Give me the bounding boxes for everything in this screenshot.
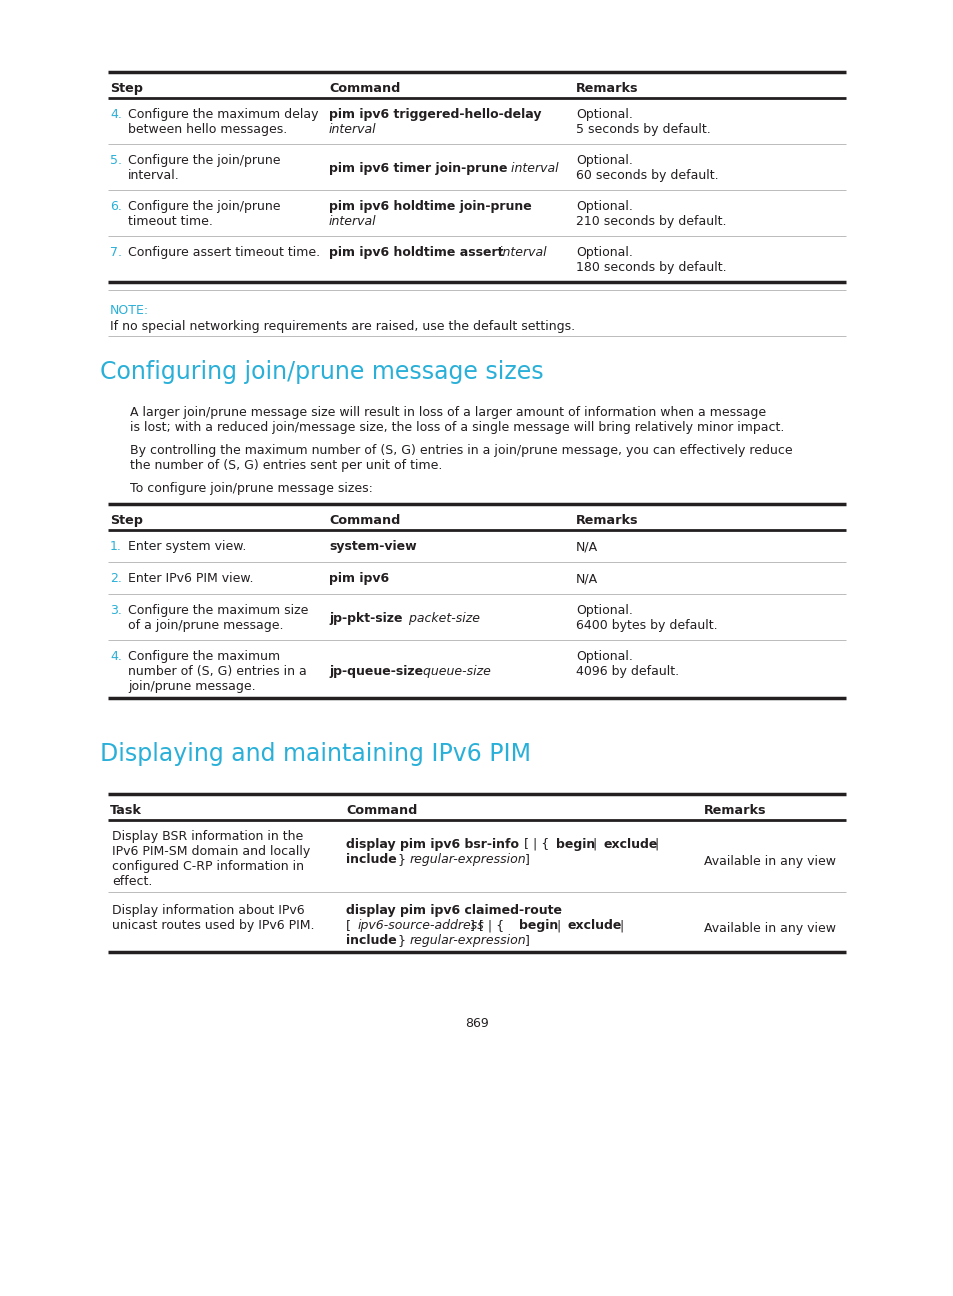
Text: 7.: 7. bbox=[110, 246, 122, 259]
Text: Remarks: Remarks bbox=[576, 82, 638, 95]
Text: Display information about IPv6: Display information about IPv6 bbox=[112, 905, 304, 918]
Text: begin: begin bbox=[556, 839, 595, 851]
Text: Optional.: Optional. bbox=[576, 246, 632, 259]
Text: jp-queue-size: jp-queue-size bbox=[329, 665, 423, 678]
Text: exclude: exclude bbox=[567, 919, 621, 932]
Text: is lost; with a reduced join/message size, the loss of a single message will bri: is lost; with a reduced join/message siz… bbox=[130, 421, 783, 434]
Text: the number of (S, G) entries sent per unit of time.: the number of (S, G) entries sent per un… bbox=[130, 459, 442, 472]
Text: Task: Task bbox=[110, 804, 142, 816]
Text: pim ipv6 holdtime assert: pim ipv6 holdtime assert bbox=[329, 246, 503, 259]
Text: pim ipv6: pim ipv6 bbox=[329, 572, 389, 584]
Text: NOTE:: NOTE: bbox=[110, 305, 149, 318]
Text: include: include bbox=[346, 853, 396, 866]
Text: system-view: system-view bbox=[329, 540, 416, 553]
Text: Step: Step bbox=[110, 515, 143, 527]
Text: Remarks: Remarks bbox=[703, 804, 765, 816]
Text: To configure join/prune message sizes:: To configure join/prune message sizes: bbox=[130, 482, 373, 495]
Text: Step: Step bbox=[110, 82, 143, 95]
Text: [ | {: [ | { bbox=[519, 839, 553, 851]
Text: By controlling the maximum number of (S, G) entries in a join/prune message, you: By controlling the maximum number of (S,… bbox=[130, 445, 792, 457]
Text: IPv6 PIM-SM domain and locally: IPv6 PIM-SM domain and locally bbox=[112, 845, 310, 858]
Text: interval: interval bbox=[506, 162, 558, 175]
Text: display pim ipv6 claimed-route: display pim ipv6 claimed-route bbox=[346, 905, 561, 918]
Text: Display BSR information in the: Display BSR information in the bbox=[112, 829, 303, 842]
Text: }: } bbox=[394, 934, 410, 947]
Text: [: [ bbox=[346, 919, 355, 932]
Text: 210 seconds by default.: 210 seconds by default. bbox=[576, 215, 726, 228]
Text: Configure assert timeout time.: Configure assert timeout time. bbox=[128, 246, 320, 259]
Text: Remarks: Remarks bbox=[576, 515, 638, 527]
Text: Optional.: Optional. bbox=[576, 154, 632, 167]
Text: |: | bbox=[650, 839, 659, 851]
Text: ]: ] bbox=[520, 853, 529, 866]
Text: Optional.: Optional. bbox=[576, 200, 632, 213]
Text: If no special networking requirements are raised, use the default settings.: If no special networking requirements ar… bbox=[110, 320, 575, 333]
Text: A larger join/prune message size will result in loss of a larger amount of infor: A larger join/prune message size will re… bbox=[130, 406, 765, 419]
Text: 6400 bytes by default.: 6400 bytes by default. bbox=[576, 619, 717, 632]
Text: N/A: N/A bbox=[576, 572, 598, 584]
Text: exclude: exclude bbox=[603, 839, 658, 851]
Text: pim ipv6 triggered-hello-delay: pim ipv6 triggered-hello-delay bbox=[329, 108, 541, 121]
Text: Configure the maximum: Configure the maximum bbox=[128, 651, 280, 664]
Text: display pim ipv6 bsr-info: display pim ipv6 bsr-info bbox=[346, 839, 518, 851]
Text: Optional.: Optional. bbox=[576, 108, 632, 121]
Text: |: | bbox=[553, 919, 565, 932]
Text: Optional.: Optional. bbox=[576, 604, 632, 617]
Text: |: | bbox=[588, 839, 600, 851]
Text: pim ipv6 timer join-prune: pim ipv6 timer join-prune bbox=[329, 162, 507, 175]
Text: join/prune message.: join/prune message. bbox=[128, 680, 255, 693]
Text: packet-size: packet-size bbox=[405, 612, 479, 625]
Text: interval: interval bbox=[329, 215, 376, 228]
Text: Configure the join/prune: Configure the join/prune bbox=[128, 200, 280, 213]
Text: 4.: 4. bbox=[110, 651, 122, 664]
Text: configured C-RP information in: configured C-RP information in bbox=[112, 861, 304, 874]
Text: unicast routes used by IPv6 PIM.: unicast routes used by IPv6 PIM. bbox=[112, 919, 314, 932]
Text: interval: interval bbox=[329, 123, 376, 136]
Text: between hello messages.: between hello messages. bbox=[128, 123, 287, 136]
Text: Configure the maximum size: Configure the maximum size bbox=[128, 604, 308, 617]
Text: Configure the maximum delay: Configure the maximum delay bbox=[128, 108, 318, 121]
Text: Configuring join/prune message sizes: Configuring join/prune message sizes bbox=[100, 360, 543, 384]
Text: 5.: 5. bbox=[110, 154, 122, 167]
Text: 869: 869 bbox=[465, 1017, 488, 1030]
Text: effect.: effect. bbox=[112, 875, 152, 888]
Text: Configure the join/prune: Configure the join/prune bbox=[128, 154, 280, 167]
Text: ] [ | {: ] [ | { bbox=[465, 919, 508, 932]
Text: }: } bbox=[394, 853, 410, 866]
Text: Optional.: Optional. bbox=[576, 651, 632, 664]
Text: Enter system view.: Enter system view. bbox=[128, 540, 246, 553]
Text: ]: ] bbox=[520, 934, 529, 947]
Text: interval: interval bbox=[495, 246, 546, 259]
Text: Command: Command bbox=[329, 82, 400, 95]
Text: 4.: 4. bbox=[110, 108, 122, 121]
Text: begin: begin bbox=[518, 919, 558, 932]
Text: include: include bbox=[346, 934, 396, 947]
Text: Command: Command bbox=[346, 804, 416, 816]
Text: 2.: 2. bbox=[110, 572, 122, 584]
Text: N/A: N/A bbox=[576, 540, 598, 553]
Text: of a join/prune message.: of a join/prune message. bbox=[128, 619, 283, 632]
Text: regular-expression: regular-expression bbox=[410, 934, 526, 947]
Text: 4096 by default.: 4096 by default. bbox=[576, 665, 679, 678]
Text: 3.: 3. bbox=[110, 604, 122, 617]
Text: Available in any view: Available in any view bbox=[703, 921, 835, 934]
Text: Available in any view: Available in any view bbox=[703, 855, 835, 868]
Text: interval.: interval. bbox=[128, 168, 179, 181]
Text: Enter IPv6 PIM view.: Enter IPv6 PIM view. bbox=[128, 572, 253, 584]
Text: |: | bbox=[616, 919, 623, 932]
Text: 5 seconds by default.: 5 seconds by default. bbox=[576, 123, 710, 136]
Text: 1.: 1. bbox=[110, 540, 122, 553]
Text: Command: Command bbox=[329, 515, 400, 527]
Text: ipv6-source-address: ipv6-source-address bbox=[357, 919, 484, 932]
Text: 180 seconds by default.: 180 seconds by default. bbox=[576, 260, 726, 273]
Text: Displaying and maintaining IPv6 PIM: Displaying and maintaining IPv6 PIM bbox=[100, 743, 531, 766]
Text: queue-size: queue-size bbox=[418, 665, 491, 678]
Text: regular-expression: regular-expression bbox=[410, 853, 526, 866]
Text: timeout time.: timeout time. bbox=[128, 215, 213, 228]
Text: jp-pkt-size: jp-pkt-size bbox=[329, 612, 402, 625]
Text: number of (S, G) entries in a: number of (S, G) entries in a bbox=[128, 665, 307, 678]
Text: 60 seconds by default.: 60 seconds by default. bbox=[576, 168, 718, 181]
Text: 6.: 6. bbox=[110, 200, 122, 213]
Text: pim ipv6 holdtime join-prune: pim ipv6 holdtime join-prune bbox=[329, 200, 531, 213]
